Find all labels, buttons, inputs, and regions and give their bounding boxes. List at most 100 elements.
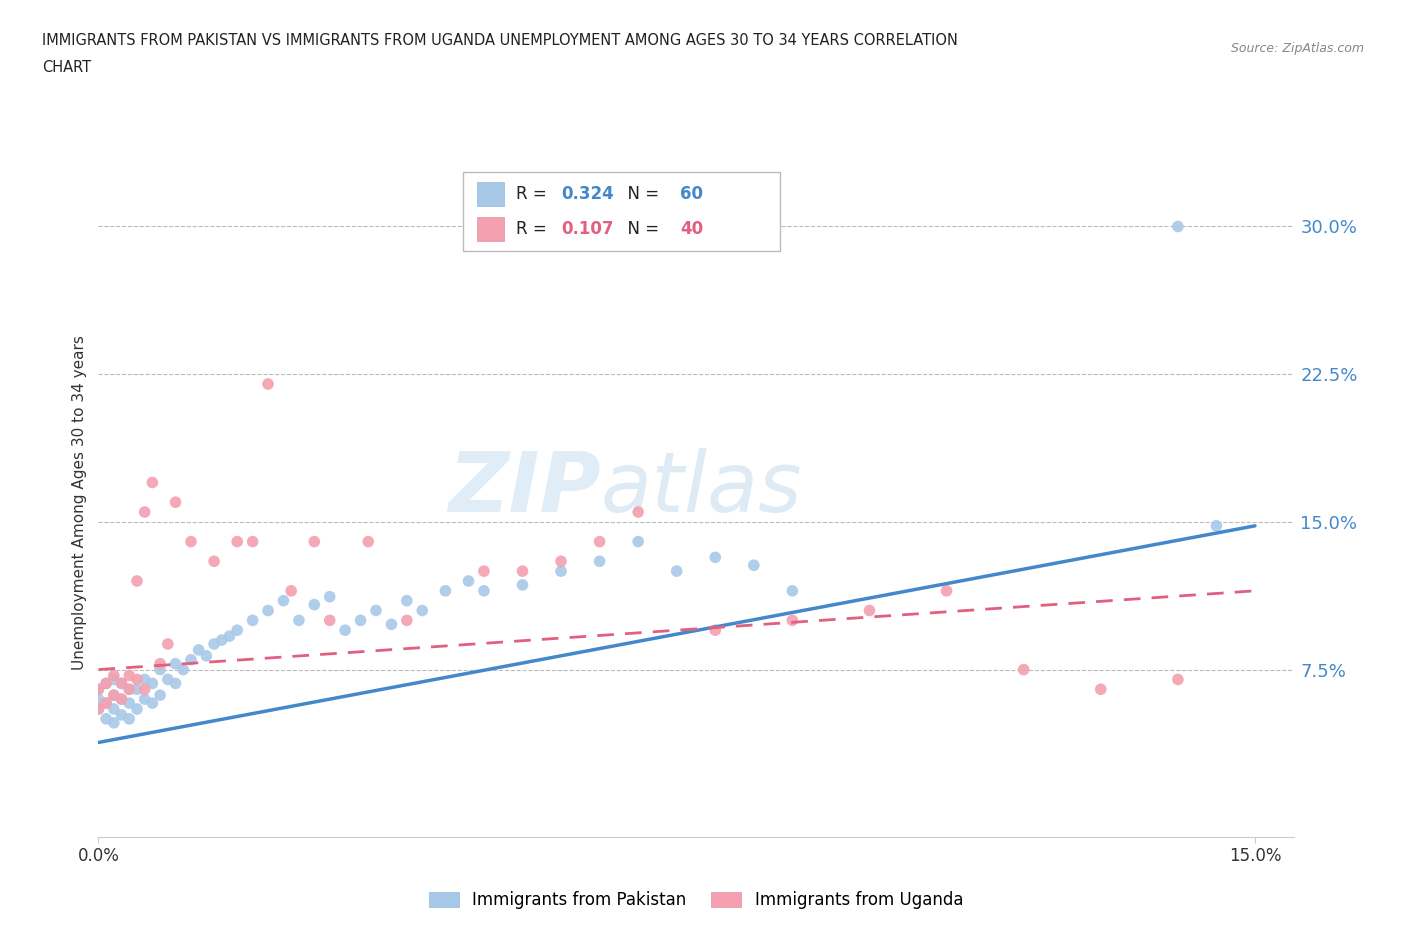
Point [280, 583, 302, 598]
Point [333, 623, 356, 638]
Point [242, 534, 264, 549]
Point [304, 597, 326, 612]
Bar [477, 182, 503, 206]
Point [110, 676, 132, 691]
Point [110, 692, 132, 707]
Point [742, 558, 765, 573]
Point [782, 613, 804, 628]
Point [1205, 518, 1227, 533]
Point [180, 534, 202, 549]
Point [472, 564, 495, 578]
Point [103, 688, 125, 703]
Point [125, 672, 148, 687]
Point [110, 692, 132, 707]
Point [118, 682, 141, 697]
Text: Source: ZipAtlas.com: Source: ZipAtlas.com [1230, 42, 1364, 55]
Point [87, 682, 110, 697]
Point [588, 534, 610, 549]
Text: CHART: CHART [42, 60, 91, 75]
Point [103, 715, 125, 730]
Point [1167, 219, 1189, 234]
Text: ZIP: ZIP [447, 448, 600, 529]
Point [141, 475, 163, 490]
Point [380, 617, 402, 631]
Point [627, 505, 650, 520]
Point [156, 636, 179, 651]
Point [87, 701, 110, 716]
Point [180, 652, 202, 667]
Text: 60: 60 [681, 185, 703, 204]
Point [149, 657, 172, 671]
Point [288, 613, 311, 628]
Point [134, 692, 156, 707]
Point [704, 550, 727, 565]
Point [125, 574, 148, 589]
Point [319, 613, 342, 628]
Point [550, 554, 572, 569]
Text: IMMIGRANTS FROM PAKISTAN VS IMMIGRANTS FROM UGANDA UNEMPLOYMENT AMONG AGES 30 TO: IMMIGRANTS FROM PAKISTAN VS IMMIGRANTS F… [42, 33, 957, 47]
Point [304, 534, 326, 549]
Point [103, 668, 125, 683]
Point [411, 603, 433, 618]
Point [1167, 672, 1189, 687]
Point [118, 682, 141, 697]
Point [118, 668, 141, 683]
Point [103, 701, 125, 716]
FancyBboxPatch shape [463, 172, 780, 251]
Point [149, 688, 172, 703]
Point [87, 692, 110, 707]
Point [550, 564, 572, 578]
Point [512, 578, 534, 592]
Point [125, 682, 148, 697]
Text: R =: R = [516, 185, 551, 204]
Point [665, 564, 688, 578]
Point [141, 676, 163, 691]
Point [94, 696, 117, 711]
Text: 0.107: 0.107 [561, 220, 613, 238]
Point [242, 613, 264, 628]
Point [273, 593, 295, 608]
Point [134, 682, 156, 697]
Point [118, 711, 141, 726]
Point [457, 574, 479, 589]
Text: 0.324: 0.324 [561, 185, 613, 204]
Point [226, 534, 249, 549]
Legend: Immigrants from Pakistan, Immigrants from Uganda: Immigrants from Pakistan, Immigrants fro… [422, 884, 970, 916]
Point [165, 657, 187, 671]
Point [94, 711, 117, 726]
Point [187, 643, 209, 658]
Bar [477, 218, 503, 241]
Point [141, 696, 163, 711]
Point [588, 554, 610, 569]
Point [156, 672, 179, 687]
Text: 40: 40 [681, 220, 703, 238]
Point [211, 632, 233, 647]
Text: N =: N = [617, 185, 665, 204]
Point [1012, 662, 1035, 677]
Point [319, 590, 342, 604]
Point [103, 688, 125, 703]
Text: atlas: atlas [600, 448, 801, 529]
Point [125, 701, 148, 716]
Point [395, 613, 418, 628]
Point [134, 505, 156, 520]
Point [172, 662, 194, 677]
Point [94, 696, 117, 711]
Point [627, 534, 650, 549]
Point [165, 676, 187, 691]
Point [935, 583, 957, 598]
Point [202, 554, 225, 569]
Point [395, 593, 418, 608]
Point [364, 603, 387, 618]
Point [782, 583, 804, 598]
Point [226, 623, 249, 638]
Point [202, 636, 225, 651]
Point [357, 534, 380, 549]
Point [257, 603, 280, 618]
Point [110, 676, 132, 691]
Point [195, 648, 218, 663]
Point [87, 682, 110, 697]
Point [87, 701, 110, 716]
Point [94, 676, 117, 691]
Point [134, 672, 156, 687]
